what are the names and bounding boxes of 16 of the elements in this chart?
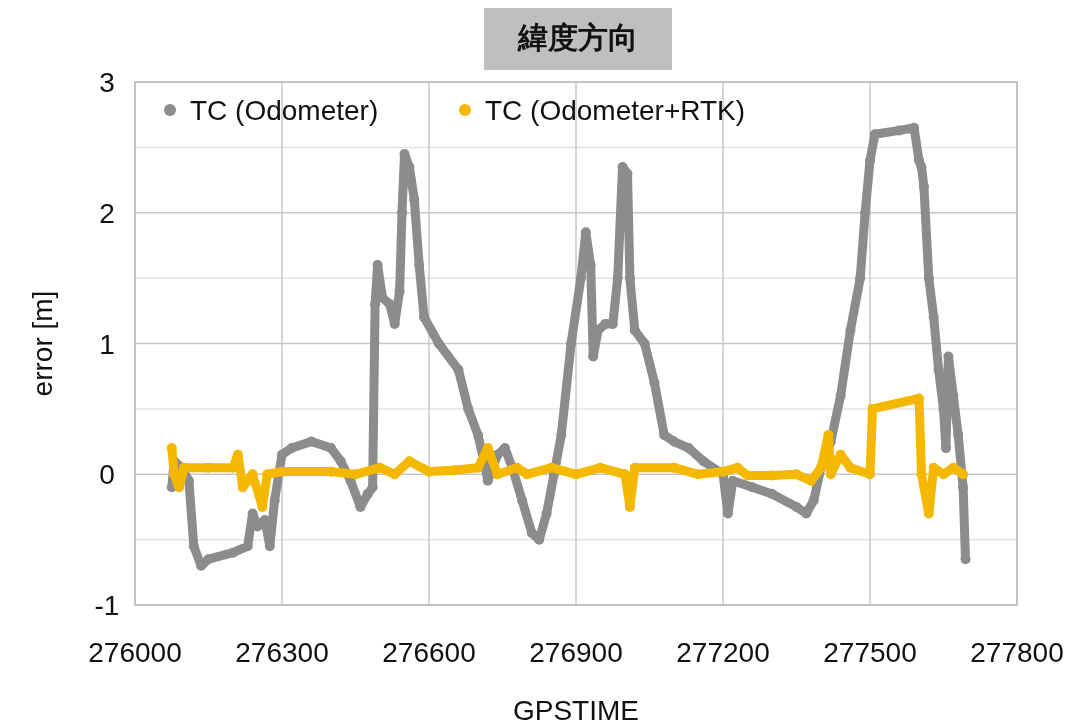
- title: 緯度方向: [484, 8, 672, 70]
- x-tick-label: 276600: [382, 637, 476, 668]
- y-tick-label: 0: [99, 459, 115, 491]
- x-tick-label: 277800: [970, 637, 1064, 668]
- y-tick-label: 3: [99, 67, 115, 98]
- y-tick-label: 2: [99, 197, 115, 229]
- y-tick-label: -1: [94, 590, 120, 621]
- x-tick-label: 276900: [529, 637, 623, 668]
- x-tick-label: 277200: [676, 637, 770, 668]
- y-axis-title: error [m]: [27, 290, 58, 397]
- x-axis-title: GPSTIME: [512, 695, 640, 726]
- x-tick-label: 276300: [235, 637, 329, 668]
- x-tick-label: 276000: [88, 637, 182, 668]
- y-tick-label: 1: [99, 328, 115, 360]
- chart-title: 緯度方向: [517, 21, 638, 54]
- x-tick-label: 277500: [823, 637, 917, 668]
